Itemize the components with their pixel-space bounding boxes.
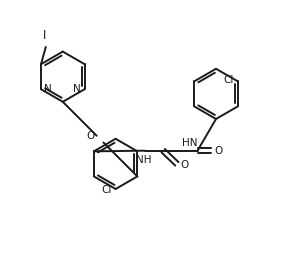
- Text: N: N: [73, 84, 81, 94]
- Text: Cl: Cl: [223, 75, 234, 85]
- Text: HN: HN: [182, 138, 198, 147]
- Text: NH: NH: [135, 155, 151, 165]
- Text: O: O: [86, 131, 95, 142]
- Text: I: I: [43, 29, 47, 42]
- Text: N: N: [44, 84, 52, 94]
- Text: O: O: [215, 146, 223, 156]
- Text: Cl: Cl: [101, 185, 112, 195]
- Text: O: O: [180, 160, 188, 170]
